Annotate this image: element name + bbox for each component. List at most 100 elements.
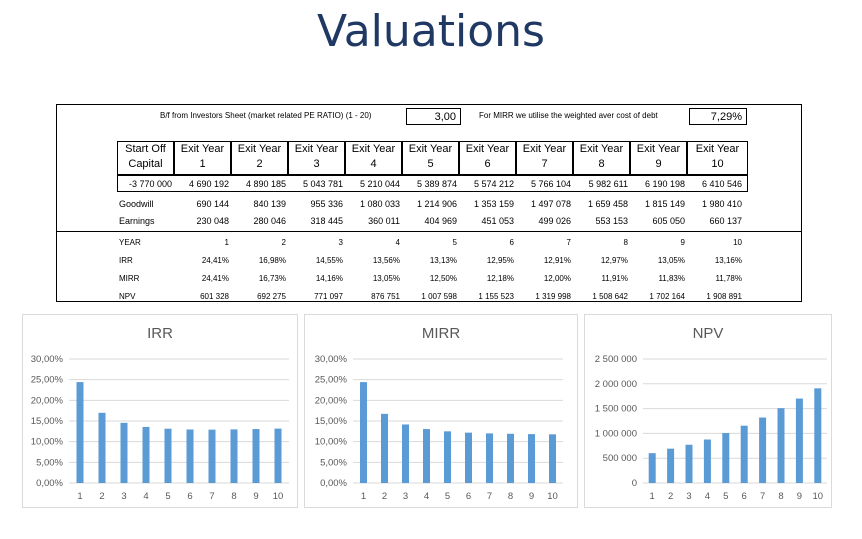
values-row-border (117, 175, 748, 192)
goodwill-cell: 1 815 149 (644, 199, 685, 209)
bar (402, 424, 409, 483)
exit-year-label: Exit Year (636, 143, 681, 155)
value-cell: 5 389 874 (416, 179, 457, 189)
year-cell: 5 (452, 238, 457, 247)
header-exit-year: Exit Year 1 (174, 141, 231, 175)
bar (703, 439, 711, 483)
year-cell: 2 (281, 238, 286, 247)
npv-cell: 601 328 (200, 292, 229, 301)
earnings-label: Earnings (119, 216, 155, 226)
header-exit-year: Exit Year 4 (345, 141, 402, 175)
value-cell: 5 766 104 (530, 179, 571, 189)
x-tick-label: 10 (273, 491, 284, 502)
mirr-cell: 11,91% (601, 274, 628, 283)
earnings-cell: 360 011 (368, 216, 400, 226)
bar (507, 433, 514, 483)
mirr-cell: 11,83% (658, 274, 685, 283)
goodwill-cell: 840 139 (253, 199, 286, 209)
bar (814, 388, 822, 483)
earnings-cell: 404 969 (424, 216, 457, 226)
npv-cell: 1 508 642 (592, 292, 628, 301)
x-tick-label: 3 (686, 491, 691, 502)
exit-year-label: Exit Year (695, 143, 740, 155)
mirr-cell: 14,16% (315, 274, 343, 283)
mirr-rate-input[interactable]: 7,29% (689, 108, 747, 125)
irr-cell: 24,41% (201, 256, 229, 265)
bar (444, 431, 451, 483)
exit-year-number: 2 (256, 158, 263, 170)
irr-label: IRR (119, 256, 133, 265)
npv-cell: 1 007 598 (421, 292, 457, 301)
x-tick-label: 4 (424, 491, 429, 502)
x-tick-label: 7 (487, 491, 492, 502)
header-exit-year: Exit Year 8 (573, 141, 630, 175)
header-start-capital: Start Off Capital (117, 141, 174, 175)
npv-cell: 692 275 (257, 292, 286, 301)
mirr-chart-title: MIRR (421, 325, 461, 342)
irr-cell: 12,91% (543, 256, 571, 265)
header-exit-year: Exit Year 2 (231, 141, 288, 175)
bar (486, 433, 493, 483)
earnings-cell: 318 445 (310, 216, 343, 226)
exit-year-number: 5 (427, 158, 434, 170)
x-tick-label: 10 (547, 491, 558, 502)
x-tick-label: 10 (813, 491, 824, 502)
irr-cell: 12,95% (486, 256, 514, 265)
y-tick-label: 0,00% (36, 478, 63, 489)
npv-label: NPV (119, 292, 136, 301)
goodwill-cell: 1 497 078 (530, 199, 571, 209)
npv-chart-title: NPV (692, 325, 724, 342)
mirr-label: MIRR (119, 274, 140, 283)
year-cell: 1 (224, 238, 229, 247)
irr-cell: 14,55% (315, 256, 343, 265)
irr-chart-title: IRR (147, 325, 173, 342)
npv-cell: 1 155 523 (478, 292, 514, 301)
value-cell: 4 890 185 (245, 179, 286, 189)
goodwill-cell: 1 080 033 (359, 199, 400, 209)
bar (230, 429, 238, 483)
bar (360, 382, 367, 483)
bar (142, 426, 150, 483)
header-exit-year: Exit Year 6 (459, 141, 516, 175)
npv-chart: NPV 0 500 000 1 000 000 1 500 000 2 000 000 2… (584, 314, 832, 508)
header-exit-year: Exit Year 5 (402, 141, 459, 175)
x-tick-label: 5 (445, 491, 450, 502)
value-cell: 6 410 546 (701, 179, 742, 189)
x-tick-label: 6 (742, 491, 747, 502)
x-tick-label: 8 (508, 491, 513, 502)
irr-cell: 13,13% (429, 256, 457, 265)
year-cell: 6 (509, 238, 514, 247)
exit-year-label: Exit Year (294, 143, 339, 155)
exit-year-label: Exit Year (351, 143, 396, 155)
mirr-chart-svg: 0,00% 5,00% 10,00% 15,00% 20,00% 25,00% 30,00%… (315, 354, 563, 502)
y-tick-label: 1 000 000 (595, 428, 637, 439)
year-cell: 10 (733, 238, 742, 247)
bar (120, 422, 128, 483)
exit-year-label: Exit Year (237, 143, 282, 155)
bar (667, 448, 675, 483)
x-tick-label: 1 (361, 491, 366, 502)
y-tick-label: 2 000 000 (595, 379, 637, 390)
y-tick-label: 20,00% (315, 395, 348, 406)
earnings-cell: 280 046 (253, 216, 286, 226)
y-tick-label: 2 500 000 (595, 354, 637, 365)
earnings-cell: 605 050 (652, 216, 685, 226)
x-tick-label: 9 (529, 491, 534, 502)
irr-chart-svg: 0,00% 5,00% 10,00% 15,00% 20,00% 25,00% 30,00%… (31, 354, 289, 502)
pe-ratio-input[interactable]: 3,00 (406, 108, 461, 125)
exit-year-number: 8 (598, 158, 605, 170)
year-cell: 9 (680, 238, 685, 247)
header-start-line2: Capital (128, 158, 163, 170)
x-tick-label: 6 (187, 491, 192, 502)
y-tick-label: 0 (632, 478, 637, 489)
x-tick-label: 2 (382, 491, 387, 502)
mirr-rate-label: For MIRR we utilise the weighted aver co… (479, 111, 658, 120)
y-tick-label: 25,00% (31, 375, 64, 386)
section-divider (57, 231, 801, 232)
year-cell: 4 (395, 238, 400, 247)
exit-year-number: 3 (313, 158, 320, 170)
mirr-cell: 12,18% (486, 274, 514, 283)
earnings-cell: 451 053 (481, 216, 514, 226)
npv-chart-svg: 0 500 000 1 000 000 1 500 000 2 000 000 2 500… (595, 354, 827, 502)
valuation-sheet: B/f from Investors Sheet (market related… (56, 104, 802, 302)
